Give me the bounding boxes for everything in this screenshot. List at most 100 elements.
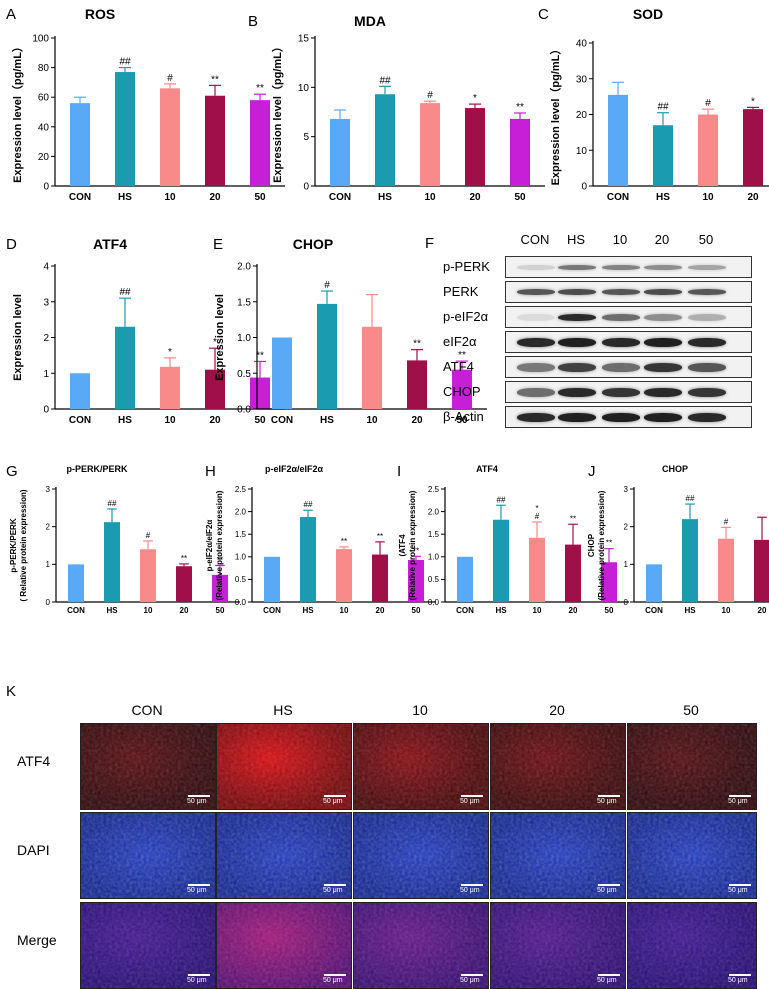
y-axis-label-A: Expression level（pg/mL） — [11, 41, 24, 183]
fluo-image: 50 μm — [216, 902, 352, 989]
scale-bar-label: 50 μm — [728, 798, 748, 805]
x-tick-label-A: 10 — [164, 192, 176, 203]
bar-E-HS — [317, 303, 337, 409]
blot-strip — [505, 256, 752, 278]
sig-mark-I: # — [535, 512, 540, 521]
fluo-noise — [81, 724, 215, 809]
scale-bar-label: 50 μm — [597, 887, 617, 894]
x-tick-label-G: HS — [106, 606, 118, 615]
y-tick-label-J: 1 — [624, 560, 629, 569]
scale-bar-label: 50 μm — [460, 798, 480, 805]
y-tick-label-J: 0 — [624, 598, 629, 607]
panel-label-D: D — [6, 236, 17, 253]
scale-bar — [461, 974, 483, 976]
fluo-texture — [628, 724, 756, 809]
blot-band — [688, 289, 726, 295]
fluo-texture — [81, 724, 215, 809]
chart-title-B: MDA — [354, 13, 386, 29]
bar-C-20 — [743, 109, 763, 186]
y-tick-label-D: 2 — [43, 333, 49, 344]
chart-A: A ROS 0 20 40 60 80 100 Expression level（pg/mL） C… — [6, 6, 285, 203]
x-tick-label-H: 20 — [376, 606, 385, 615]
blot-column-header: CON — [520, 232, 550, 247]
x-tick-label-J: 20 — [758, 606, 767, 615]
fluo-texture — [81, 903, 215, 988]
sig-mark-A: ** — [211, 74, 219, 85]
fluo-texture — [491, 813, 625, 898]
fluo-noise — [354, 903, 488, 988]
chart-title-G: p-PERK/PERK — [66, 464, 128, 474]
bar-I-20 — [565, 544, 581, 602]
blot-column-header: HS — [566, 232, 586, 247]
fluo-row-label: DAPI — [17, 842, 50, 858]
sig-mark-A: ## — [119, 57, 131, 68]
fluo-row-label: ATF4 — [17, 753, 51, 769]
y-tick-label-B: 0 — [303, 182, 309, 193]
x-tick-label-E: 20 — [411, 415, 423, 426]
x-tick-label-I: 10 — [533, 606, 542, 615]
blot-band — [688, 313, 726, 321]
sig-mark-A: ** — [256, 83, 264, 94]
scale-bar — [324, 884, 346, 886]
y-tick-label-A: 40 — [38, 122, 50, 133]
blot-band — [688, 362, 726, 372]
x-tick-label-B: HS — [378, 192, 392, 203]
fluo-noise — [491, 903, 625, 988]
y-tick-label-I: 0.5 — [428, 575, 440, 584]
fluo-image: 50 μm — [627, 902, 757, 989]
blot-band — [644, 264, 682, 270]
fluo-image: 50 μm — [627, 812, 757, 899]
blot-band — [602, 313, 640, 321]
blot-strip — [505, 281, 752, 303]
x-tick-label-J: CON — [645, 606, 663, 615]
x-tick-label-C: 10 — [702, 192, 714, 203]
y-tick-label-D: 0 — [43, 405, 49, 416]
y-tick-label-C: 40 — [576, 39, 588, 50]
x-tick-label-B: CON — [329, 192, 351, 203]
sig-mark-A: # — [167, 73, 173, 84]
x-tick-label-C: 20 — [747, 192, 759, 203]
y-tick-label-A: 60 — [38, 93, 50, 104]
chart-C: C SOD 0 10 20 30 40 Expression level（pg/mL） CON #… — [538, 6, 769, 203]
y-tick-label-G: 3 — [46, 485, 51, 494]
panel-label-H: H — [205, 463, 216, 480]
panel-label-E: E — [213, 236, 223, 253]
sig-mark-B: ** — [516, 102, 524, 113]
blot-band — [517, 412, 555, 422]
y-tick-label-C: 30 — [576, 74, 588, 85]
scale-bar-label: 50 μm — [597, 977, 617, 984]
y-tick-label-I: 2.5 — [428, 485, 440, 494]
fluo-column-header: 20 — [549, 702, 565, 718]
bar-C-10 — [698, 114, 718, 186]
panel-label-B: B — [248, 13, 258, 30]
fluo-image: 50 μm — [80, 723, 216, 810]
fluo-image: 50 μm — [627, 723, 757, 810]
chart-title-D: ATF4 — [93, 236, 127, 252]
scale-bar — [598, 884, 620, 886]
chart-title-J: CHOP — [662, 464, 688, 474]
y-tick-label-D: 1 — [43, 369, 49, 380]
fluo-texture — [491, 724, 625, 809]
panel-label-G: G — [6, 463, 18, 480]
scale-bar — [324, 974, 346, 976]
bar-H-20 — [372, 554, 388, 602]
y-tick-label-J: 3 — [624, 485, 629, 494]
y-tick-label-H: 2.0 — [235, 507, 247, 516]
fluo-texture — [354, 903, 488, 988]
y-tick-label-H: 1.5 — [235, 530, 247, 539]
fluo-noise — [628, 724, 756, 809]
fluo-noise — [81, 903, 215, 988]
sig-mark-B: # — [427, 90, 433, 101]
x-tick-label-B: 50 — [514, 192, 526, 203]
fluo-image: 50 μm — [353, 812, 489, 899]
y-axis-label-C: Expression level（pg/mL） — [549, 44, 562, 186]
fluo-image: 50 μm — [216, 723, 352, 810]
blot-band — [517, 387, 555, 397]
bar-E-50 — [452, 369, 472, 409]
fluo-texture — [354, 813, 488, 898]
bar-E-CON — [272, 337, 292, 409]
sig-mark-D: ## — [119, 287, 131, 298]
sig-mark-D: * — [168, 347, 172, 358]
